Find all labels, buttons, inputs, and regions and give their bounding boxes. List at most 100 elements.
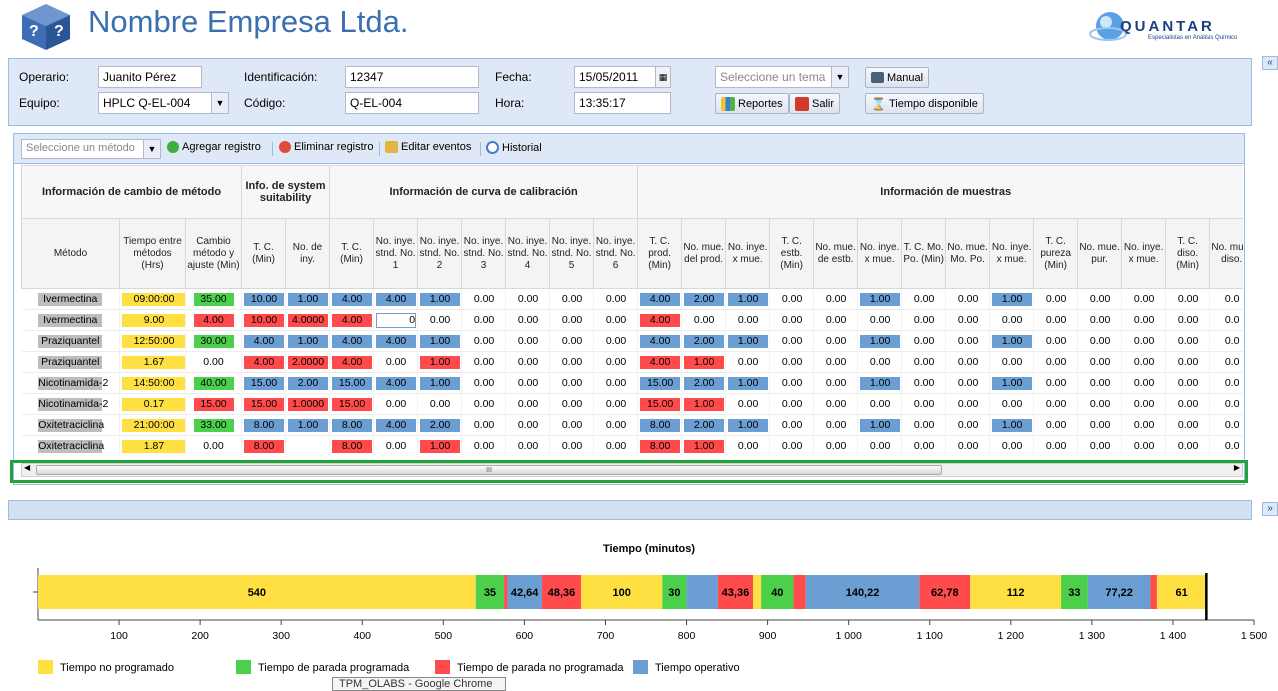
grid-cell[interactable]: 0.00 — [1033, 309, 1079, 331]
grid-cell[interactable]: 0.00 — [1077, 351, 1123, 373]
grid-cell[interactable]: 0.00 — [593, 372, 639, 394]
bar-segment[interactable] — [541, 575, 582, 609]
method-cell[interactable]: Ivermectina — [21, 288, 120, 310]
grid-cell[interactable]: 0.00 — [593, 309, 639, 331]
grid-cell[interactable]: 1.00 — [417, 330, 463, 352]
grid-cell[interactable]: 0.00 — [1165, 372, 1211, 394]
grid-cell[interactable]: 0.00 — [769, 330, 815, 352]
grid-cell[interactable]: 0.00 — [1165, 309, 1211, 331]
grid-cell[interactable]: 0.00 — [505, 393, 551, 415]
grid-cell[interactable]: 0.00 — [1121, 393, 1167, 415]
grid-cell[interactable]: 0.00 — [1033, 330, 1079, 352]
grid-cell[interactable]: 1.0000 — [285, 393, 331, 415]
grid-cell[interactable]: 0.00 — [593, 288, 639, 310]
grid-cell[interactable]: 2.00 — [681, 414, 727, 436]
grid-cell[interactable]: 0.00 — [549, 330, 595, 352]
grid-cell[interactable]: 0.00 — [725, 351, 771, 373]
hora-input[interactable]: 13:35:17 — [574, 92, 671, 114]
grid-cell[interactable]: 40.00 — [185, 372, 243, 394]
grid-cell[interactable]: 0.00 — [901, 414, 947, 436]
grid-cell[interactable]: 0.00 — [1165, 330, 1211, 352]
column-header[interactable]: T. C. prod. (Min) — [637, 218, 683, 289]
grid-cell[interactable]: 0.00 — [593, 393, 639, 415]
tema-select[interactable]: Seleccione un tema ▼ — [715, 66, 849, 88]
grid-cell[interactable]: 0.00 — [593, 351, 639, 373]
bar-segment[interactable] — [717, 575, 754, 609]
column-header[interactable]: No. inye. stnd. No. 4 — [505, 218, 551, 289]
grid-cell[interactable]: 0.00 — [945, 393, 991, 415]
grid-cell[interactable]: 1.00 — [725, 414, 771, 436]
grid-cell[interactable]: 8.00 — [241, 435, 287, 455]
grid-cell[interactable]: 4.00 — [329, 330, 375, 352]
grid-cell[interactable]: 0.00 — [813, 351, 859, 373]
identificacion-input[interactable]: 12347 — [345, 66, 479, 88]
grid-cell[interactable]: 0.00 — [549, 393, 595, 415]
codigo-input[interactable]: Q-EL-004 — [345, 92, 479, 114]
column-header[interactable]: No. inye. x mue. — [989, 218, 1035, 289]
column-header[interactable]: T. C. (Min) — [329, 218, 375, 289]
grid-cell[interactable]: 1.00 — [681, 435, 727, 455]
grid-cell[interactable]: 0.00 — [1165, 288, 1211, 310]
grid-cell[interactable]: 4.00 — [329, 309, 375, 331]
grid-cell[interactable]: 0.00 — [461, 372, 507, 394]
column-header[interactable]: No. mue. diso. — [1209, 218, 1243, 289]
column-header[interactable]: T. C. estb. (Min) — [769, 218, 815, 289]
grid-cell[interactable]: 10.00 — [241, 288, 287, 310]
grid-cell[interactable]: 4.00 — [637, 330, 683, 352]
grid-cell[interactable]: 0.00 — [901, 309, 947, 331]
grid-cell[interactable]: 2.00 — [417, 414, 463, 436]
grid-cell[interactable]: 0.00 — [1121, 351, 1167, 373]
grid-cell[interactable]: 4.00 — [185, 309, 243, 331]
grid-cell[interactable]: 1.00 — [417, 351, 463, 373]
grid-cell[interactable]: 0.00 — [989, 351, 1035, 373]
grid-cell[interactable]: 0.00 — [857, 435, 903, 455]
grid-cell[interactable]: 0.00 — [901, 330, 947, 352]
bar-segment[interactable] — [686, 575, 718, 609]
bar-segment[interactable] — [970, 575, 1062, 609]
grid-cell[interactable]: 1.00 — [417, 288, 463, 310]
grid-cell[interactable]: 1.00 — [857, 330, 903, 352]
grid-cell[interactable]: 0.00 — [505, 351, 551, 373]
grid-cell[interactable]: 0.00 — [725, 435, 771, 455]
grid-cell[interactable]: 0.00 — [461, 309, 507, 331]
grid-cell[interactable]: 1.00 — [725, 330, 771, 352]
bar-segment[interactable] — [805, 575, 920, 609]
reportes-button[interactable]: Reportes — [715, 93, 789, 114]
grid-cell[interactable]: 0.00 — [1077, 330, 1123, 352]
grid-cell[interactable]: 10.00 — [241, 309, 287, 331]
column-header[interactable]: T. C. Mo. Po. (Min) — [901, 218, 947, 289]
grid-cell[interactable]: 15.00 — [637, 393, 683, 415]
grid-cell[interactable]: 1.00 — [417, 435, 463, 455]
grid-cell[interactable]: 1.67 — [119, 351, 186, 373]
grid-cell[interactable]: 0.00 — [857, 351, 903, 373]
bar-segment[interactable] — [1087, 575, 1151, 609]
grid-cell[interactable]: 0.00 — [1165, 435, 1211, 455]
grid-cell[interactable]: 1.00 — [285, 288, 331, 310]
table-row[interactable]: Ivermectina 9.00 4.00 10.00 4.0000 4.00 0 0.00 0… — [21, 309, 1243, 331]
grid-cell[interactable]: 0.00 — [769, 435, 815, 455]
historial-button[interactable]: Historial — [486, 141, 542, 154]
horizontal-scrollbar[interactable]: ◀ III ▶ — [21, 463, 1243, 477]
column-header[interactable]: Tiempo entre métodos (Hrs) — [119, 218, 186, 289]
column-header[interactable]: No. inye. stnd. No. 2 — [417, 218, 463, 289]
manual-button[interactable]: Manual — [865, 67, 930, 88]
grid-cell[interactable]: 0.00 — [945, 351, 991, 373]
method-cell[interactable]: Praziquantel — [21, 330, 120, 352]
grid-cell[interactable]: 0.00 — [417, 309, 463, 331]
grid-cell[interactable]: 0.00 — [549, 414, 595, 436]
table-row[interactable]: Praziquantel 12:50:00 30.00 4.00 1.00 4.00 4.0… — [21, 330, 1243, 352]
bar-segment[interactable] — [475, 575, 505, 609]
grid-cell[interactable]: 0.00 — [813, 393, 859, 415]
grid-cell[interactable]: 0.00 — [1077, 435, 1123, 455]
grid-cell[interactable] — [285, 435, 331, 455]
grid-cell[interactable]: 0.00 — [1077, 309, 1123, 331]
grid-cell[interactable]: 0.00 — [505, 414, 551, 436]
grid-cell[interactable]: 0.00 — [945, 372, 991, 394]
grid-cell[interactable]: 0.00 — [769, 309, 815, 331]
grid-cell[interactable]: 0.00 — [1077, 414, 1123, 436]
grid-cell[interactable]: 0.00 — [505, 435, 551, 455]
grid-cell[interactable]: 0.00 — [1165, 414, 1211, 436]
method-cell[interactable]: Praziquantel — [21, 351, 120, 373]
grid-cell[interactable]: 15.00 — [329, 372, 375, 394]
grid-cell[interactable]: 0.00 — [549, 309, 595, 331]
